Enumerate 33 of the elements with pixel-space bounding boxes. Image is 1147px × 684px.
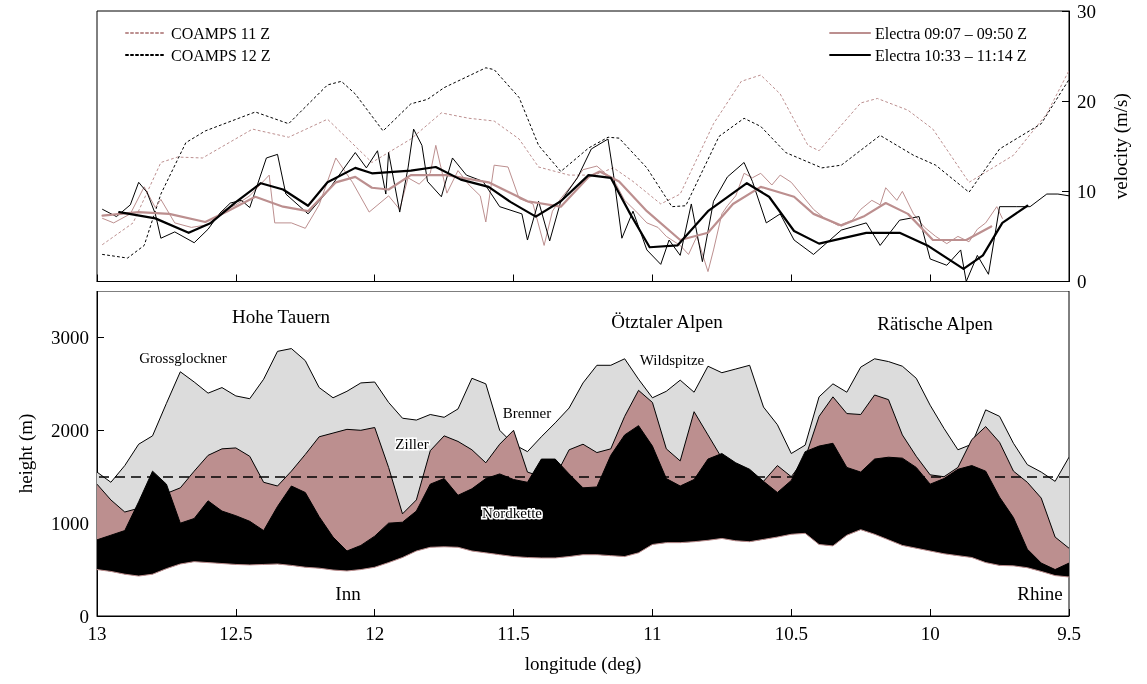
annotation: Hohe Tauern xyxy=(231,305,331,327)
annotation: Rätische Alpen xyxy=(877,312,994,334)
annotation: Brenner xyxy=(502,405,552,421)
y-tick-label: 0 xyxy=(1077,271,1087,292)
y-tick-label: 0 xyxy=(79,605,89,627)
x-tick-label: 12.5 xyxy=(219,623,253,644)
annotation: Wildspitze xyxy=(639,352,705,368)
annotation: Nordkette xyxy=(482,505,543,521)
x-tick-label: 11 xyxy=(643,623,662,644)
legend-label: Electra 10:33 – 11:14 Z xyxy=(875,46,1027,64)
y-axis-title: velocity (m/s) xyxy=(1110,93,1132,200)
y-tick-label: 30 xyxy=(1077,0,1096,22)
y-axis-title: height (m) xyxy=(15,413,37,494)
y-tick-label: 2000 xyxy=(51,419,89,441)
y-tick-label: 20 xyxy=(1077,90,1096,112)
legend-label: COAMPS 11 Z xyxy=(171,24,270,42)
y-tick-label: 1000 xyxy=(51,512,89,534)
y-tick-label: 3000 xyxy=(51,326,89,348)
legend-label: Electra 09:07 – 09:50 Z xyxy=(875,24,1028,42)
annotation: Inn xyxy=(335,582,362,604)
x-tick-label: 11.5 xyxy=(497,623,530,644)
x-tick-label: 10 xyxy=(920,623,940,644)
x-tick-label: 13 xyxy=(87,623,107,644)
annotation: Ziller xyxy=(395,436,429,452)
x-tick-label: 12 xyxy=(365,623,385,644)
x-tick-label: 9.5 xyxy=(1057,623,1081,644)
annotation: Grossglockner xyxy=(139,350,227,366)
x-tick-label: 10.5 xyxy=(774,623,808,644)
x-axis-title: longitude (deg) xyxy=(524,653,642,675)
y-tick-label: 10 xyxy=(1077,180,1096,202)
legend-label: COAMPS 12 Z xyxy=(171,46,271,64)
annotation: Ötztaler Alpen xyxy=(611,310,724,332)
annotation: Rhine xyxy=(1017,582,1063,604)
